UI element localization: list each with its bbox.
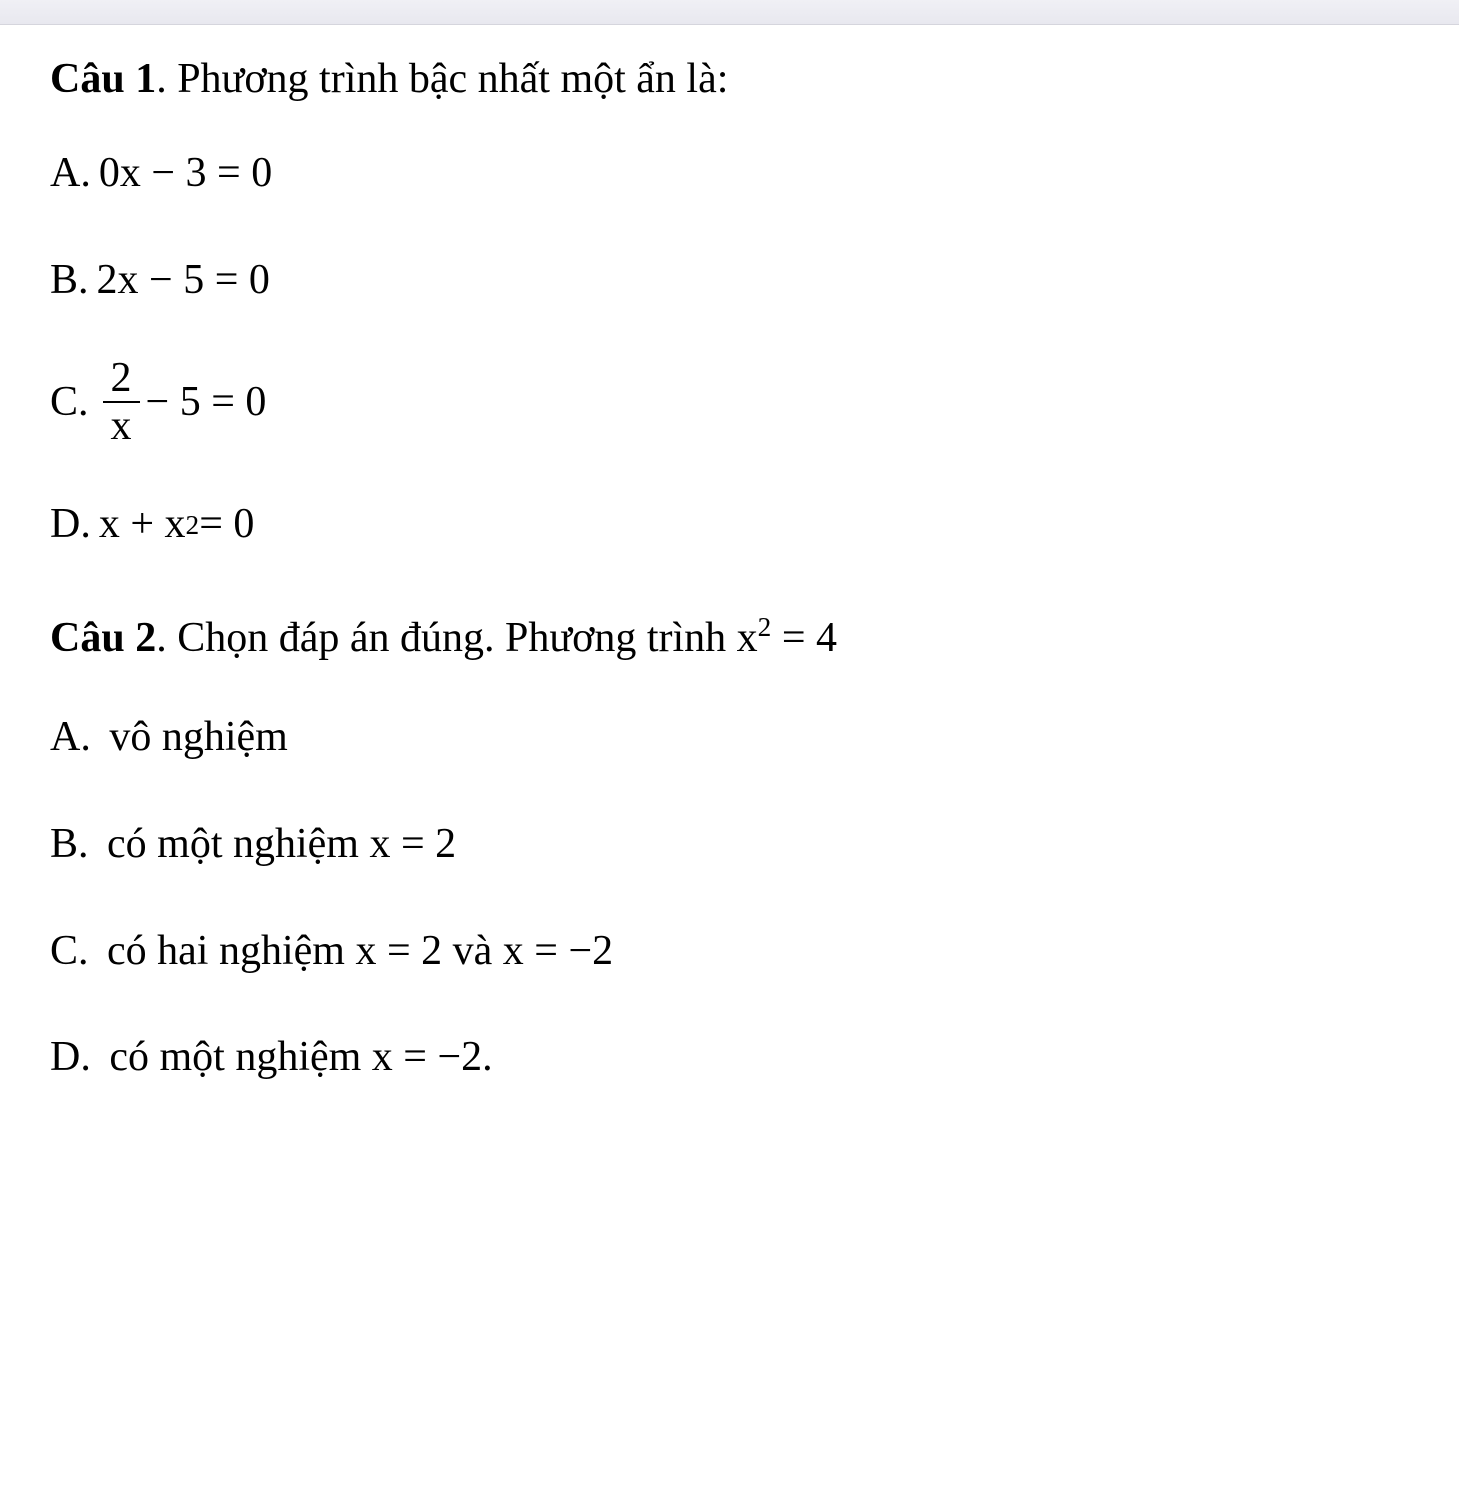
question-2-superscript: 2	[758, 612, 772, 642]
question-1-option-d: D. x + x2 = 0	[50, 495, 1409, 554]
q2-option-a-label: A.	[50, 714, 91, 760]
question-1-text: . Phương trình bậc nhất một ẩn là:	[156, 56, 728, 102]
q2-option-b-text: có một nghiệm x = 2	[107, 821, 456, 867]
fraction-denominator: x	[103, 403, 140, 447]
question-1-option-a: A. 0x − 3 = 0	[50, 144, 1409, 203]
question-1-header: Câu 1. Phương trình bậc nhất một ẩn là:	[50, 50, 1409, 109]
question-2-label: Câu 2	[50, 615, 156, 661]
question-2-option-c: C. có hai nghiệm x = 2 và x = −2	[50, 922, 1409, 981]
fraction-numerator: 2	[103, 357, 140, 403]
option-b-label: B.	[50, 251, 89, 310]
q2-option-c-text: có hai nghiệm x = 2 và x = −2	[107, 928, 613, 974]
question-2-option-a: A. vô nghiệm	[50, 708, 1409, 767]
q2-option-d-text: có một nghiệm x = −2.	[109, 1034, 492, 1080]
option-d-post: = 0	[199, 495, 254, 554]
option-c-rest: − 5 = 0	[146, 373, 267, 432]
option-a-equation: 0x − 3 = 0	[99, 144, 272, 203]
question-1-option-b: B. 2x − 5 = 0	[50, 251, 1409, 310]
question-2-option-d: D. có một nghiệm x = −2.	[50, 1028, 1409, 1087]
option-d-label: D.	[50, 495, 91, 554]
document-content: Câu 1. Phương trình bậc nhất một ẩn là: …	[50, 50, 1409, 1087]
question-1-option-c: C. 2 x − 5 = 0	[50, 357, 1409, 447]
q2-option-a-text: vô nghiệm	[109, 714, 287, 760]
option-a-label: A.	[50, 144, 91, 203]
option-c-label: C.	[50, 373, 89, 432]
question-2-option-b: B. có một nghiệm x = 2	[50, 815, 1409, 874]
fraction-2-over-x: 2 x	[103, 357, 140, 447]
q2-option-c-label: C.	[50, 928, 89, 974]
question-2-text-pre: . Chọn đáp án đúng. Phương trình x	[156, 615, 757, 661]
question-2-text-post: = 4	[771, 615, 837, 661]
option-d-pre: x + x	[99, 495, 186, 554]
q2-option-b-label: B.	[50, 821, 89, 867]
q2-option-d-label: D.	[50, 1034, 91, 1080]
question-1-label: Câu 1	[50, 56, 156, 102]
question-2-header: Câu 2. Chọn đáp án đúng. Phương trình x2…	[50, 609, 1409, 668]
browser-tab-bar	[0, 0, 1459, 25]
option-b-equation: 2x − 5 = 0	[97, 251, 270, 310]
